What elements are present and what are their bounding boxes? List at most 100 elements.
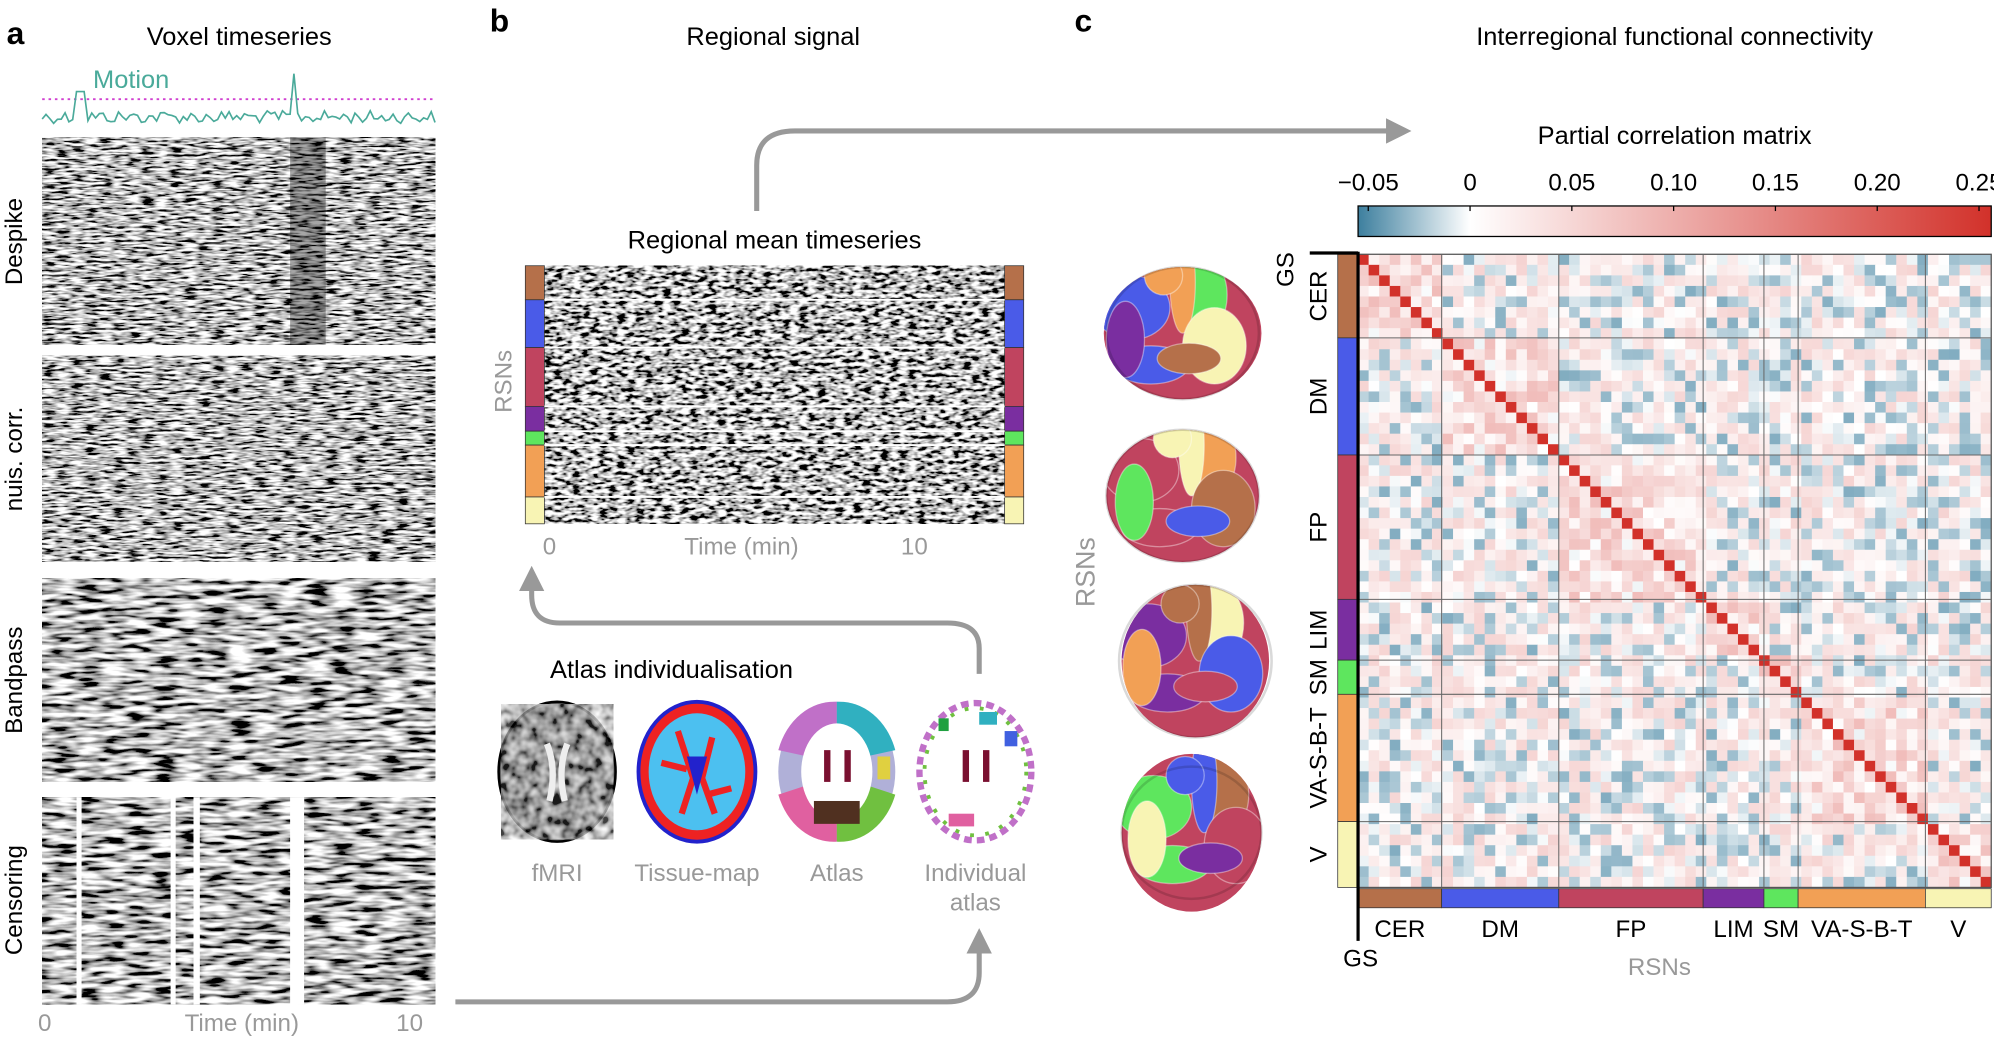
matrix-cell [1431, 402, 1443, 413]
matrix-cell [1611, 708, 1623, 719]
matrix-cell [1400, 591, 1412, 603]
matrix-cell [1674, 475, 1686, 487]
matrix-cell [1453, 750, 1464, 762]
matrix-cell [1970, 866, 1982, 878]
matrix-cell [1769, 697, 1781, 709]
matrix-cell [1653, 380, 1665, 392]
matrix-cell [1379, 750, 1391, 762]
matrix-cell [1579, 876, 1591, 888]
matrix-cell [1410, 834, 1422, 846]
matrix-cell [1548, 391, 1559, 403]
matrix-cell [1642, 750, 1654, 762]
matrix-cell [1664, 328, 1676, 340]
colorbar-tick-label: 0.05 [1548, 170, 1595, 197]
matrix-cell [1611, 876, 1623, 888]
matrix-cell [1695, 855, 1707, 867]
network-bar [524, 496, 545, 525]
matrix-cell [1611, 454, 1623, 466]
matrix-cell [1579, 834, 1591, 846]
matrix-cell [1949, 560, 1960, 572]
matrix-cell [1442, 655, 1454, 667]
matrix-cell [1516, 423, 1528, 435]
matrix-cell [1685, 391, 1697, 403]
matrix-cell [1938, 718, 1950, 730]
matrix-cell [1811, 254, 1823, 266]
matrix-cell [1600, 750, 1612, 762]
matrix-cell [1875, 676, 1887, 688]
matrix-cell [1917, 380, 1929, 392]
matrix-cell [1949, 676, 1960, 688]
matrix-cell [1864, 317, 1876, 329]
matrix-cell [1970, 380, 1982, 392]
matrix-cell [1526, 370, 1538, 382]
matrix-cell [1358, 528, 1370, 540]
matrix-cell [1959, 655, 1971, 667]
matrix-cell [1832, 560, 1844, 572]
matrix-cell [1379, 876, 1391, 888]
matrix-cell [1495, 296, 1507, 308]
matrix-cell [1864, 507, 1876, 519]
matrix-cell [1790, 507, 1802, 519]
matrix-cell [1811, 317, 1823, 329]
matrix-cell [1474, 813, 1486, 825]
matrix-cell [1980, 359, 1992, 371]
matrix-cell [1927, 708, 1939, 719]
matrix-cell [1727, 634, 1739, 646]
matrix-cell [1664, 560, 1676, 572]
network-bar [524, 265, 545, 301]
matrix-cell [1727, 834, 1739, 846]
matrix-cell [1864, 623, 1876, 635]
matrix-cell [1389, 591, 1401, 603]
matrix-cell [1632, 349, 1644, 361]
matrix-cell [1516, 876, 1528, 888]
matrix-cell [1410, 338, 1422, 350]
matrix-cell [1368, 412, 1380, 424]
matrix-cell [1927, 803, 1939, 814]
matrix-cell [1716, 549, 1728, 561]
matrix-cell [1843, 380, 1855, 392]
matrix-cell [1875, 792, 1887, 804]
matrix-cell [1832, 518, 1844, 530]
matrix-cell [1558, 349, 1570, 361]
matrix-cell [1495, 739, 1507, 751]
matrix-cell [1748, 739, 1760, 751]
matrix-cell [1664, 824, 1676, 836]
matrix-cell [1938, 518, 1950, 530]
matrix-cell [1410, 623, 1422, 635]
matrix-cell [1674, 359, 1686, 371]
matrix-cell [1558, 496, 1570, 508]
matrix-cell [1569, 602, 1581, 614]
matrix-cell [1548, 697, 1559, 709]
matrix-cell [1495, 876, 1507, 888]
matrix-cell [1453, 866, 1464, 878]
matrix-cell [1769, 876, 1781, 888]
matrix-cell [1558, 307, 1570, 318]
matrix-cell [1896, 771, 1908, 783]
matrix-cell [1906, 496, 1918, 508]
matrix-cell [1516, 486, 1528, 498]
matrix-cell [1516, 708, 1528, 719]
matrix-cell [1896, 866, 1908, 878]
matrix-cell [1621, 285, 1633, 297]
matrix-cell [1642, 444, 1654, 456]
matrix-cell [1875, 296, 1887, 308]
matrix-cell [1864, 729, 1876, 741]
matrix-cell [1400, 285, 1412, 297]
matrix-cell [1822, 496, 1834, 508]
matrix-cell [1727, 507, 1739, 519]
matrix-cell [1569, 349, 1581, 361]
matrix-cell [1980, 560, 1992, 572]
matrix-cell [1410, 792, 1422, 804]
matrix-cell [1389, 486, 1401, 498]
matrix-cell [1611, 528, 1623, 540]
matrix-cell [1811, 760, 1823, 772]
matrix-cell [1737, 496, 1749, 508]
matrix-cell [1769, 518, 1781, 530]
matrix-cell [1379, 317, 1391, 329]
matrix-cell [1600, 676, 1612, 688]
matrix-cell [1495, 475, 1507, 487]
matrix-cell [1737, 518, 1749, 530]
matrix-cell [1822, 697, 1834, 709]
matrix-cell [1843, 496, 1855, 508]
matrix-cell [1474, 718, 1486, 730]
